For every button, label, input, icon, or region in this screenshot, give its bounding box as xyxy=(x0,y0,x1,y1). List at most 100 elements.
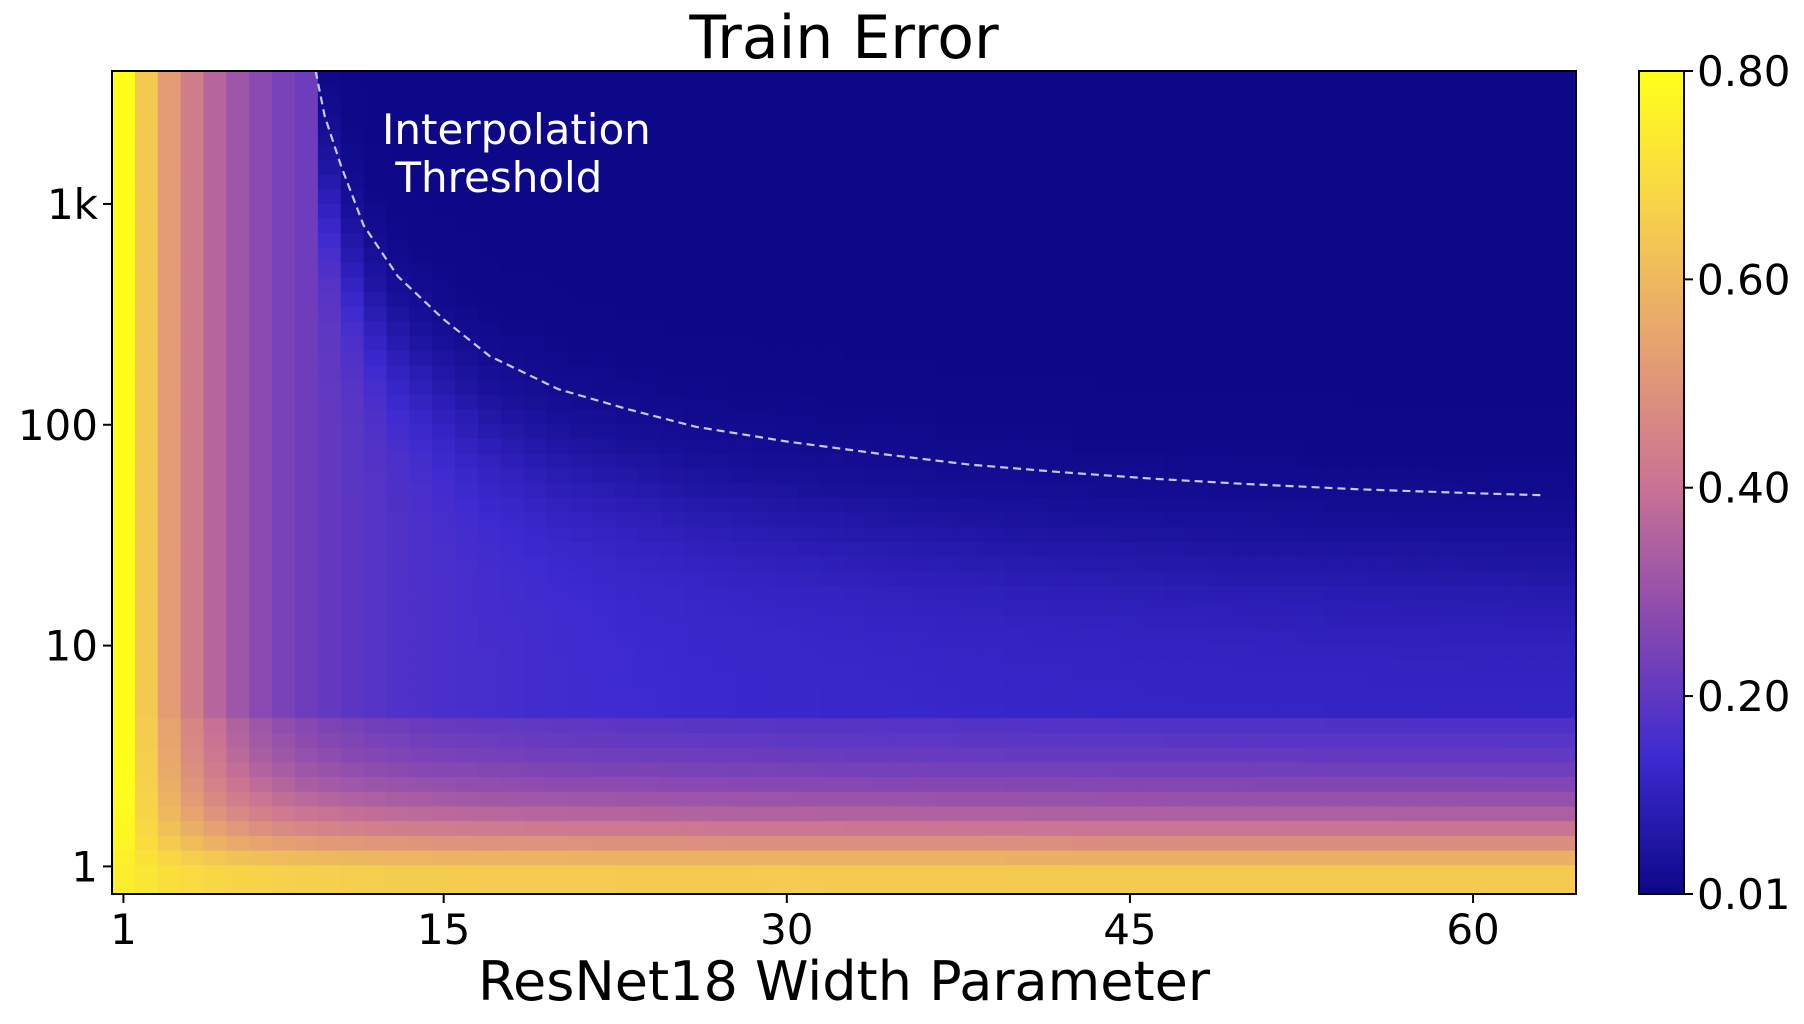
heatmap-cell xyxy=(1187,276,1211,293)
heatmap-cell xyxy=(1072,688,1097,704)
heatmap-cell xyxy=(912,658,937,675)
heatmap-cell xyxy=(1027,688,1051,704)
heatmap-cell xyxy=(455,600,479,616)
heatmap-cell xyxy=(455,820,479,836)
heatmap-cell xyxy=(1301,820,1325,836)
heatmap-cell xyxy=(798,364,822,381)
heatmap-cell xyxy=(1118,849,1142,866)
heatmap-cell xyxy=(1027,144,1051,160)
heatmap-cell xyxy=(363,791,388,807)
heatmap-cell xyxy=(1141,129,1165,146)
heatmap-cell xyxy=(1232,717,1257,733)
heatmap-cell xyxy=(409,820,433,836)
heatmap-cell xyxy=(1164,820,1188,836)
heatmap-cell xyxy=(134,409,159,425)
heatmap-cell xyxy=(683,658,708,675)
heatmap-cell xyxy=(1118,791,1142,807)
heatmap-cell xyxy=(1164,379,1188,395)
heatmap-cell xyxy=(1118,364,1142,381)
heatmap-cell xyxy=(1095,702,1120,719)
heatmap-cell xyxy=(912,85,937,101)
heatmap-cell xyxy=(866,614,891,631)
heatmap-cell xyxy=(455,791,479,807)
heatmap-cell xyxy=(889,526,914,542)
heatmap-cell xyxy=(317,849,342,866)
heatmap-cell xyxy=(1210,849,1234,866)
heatmap-cell xyxy=(546,541,571,557)
heatmap-cell xyxy=(272,673,296,689)
heatmap-cell xyxy=(134,526,159,542)
heatmap-cell xyxy=(706,511,731,528)
heatmap-cell xyxy=(1187,747,1211,763)
heatmap-cell xyxy=(523,644,548,660)
heatmap-cell xyxy=(112,71,136,87)
heatmap-cell xyxy=(569,702,593,719)
heatmap-cell xyxy=(1141,791,1165,807)
heatmap-cell xyxy=(1347,526,1371,542)
heatmap-cell xyxy=(1187,71,1211,87)
heatmap-cell xyxy=(889,173,914,190)
heatmap-cell xyxy=(935,761,959,778)
heatmap-cell xyxy=(1187,159,1211,175)
heatmap-cell xyxy=(1072,805,1097,822)
heatmap-cell xyxy=(1210,791,1234,807)
heatmap-cell xyxy=(958,262,982,278)
heatmap-cell xyxy=(981,688,1005,704)
heatmap-cell xyxy=(661,658,685,675)
heatmap-cell xyxy=(683,85,708,101)
heatmap-cell xyxy=(1141,335,1165,351)
heatmap-cell xyxy=(592,820,616,836)
heatmap-cell xyxy=(752,350,776,366)
heatmap-cell xyxy=(157,276,182,293)
heatmap-cell xyxy=(203,497,227,513)
heatmap-cell xyxy=(1347,849,1371,866)
heatmap-cell xyxy=(1484,262,1508,278)
x-axis-label: ResNet18 Width Parameter xyxy=(478,950,1211,1013)
heatmap-cell xyxy=(203,217,227,234)
y-tick-label: 1 xyxy=(71,842,98,891)
heatmap-cell xyxy=(981,864,1005,880)
heatmap-cell xyxy=(523,776,548,792)
heatmap-cell xyxy=(272,526,296,542)
heatmap-cell xyxy=(1393,717,1417,733)
heatmap-cell xyxy=(638,159,662,175)
heatmap-cell xyxy=(272,658,296,675)
heatmap-cell xyxy=(1095,761,1120,778)
heatmap-cell xyxy=(1438,570,1463,586)
heatmap-cell xyxy=(1301,232,1325,248)
heatmap-cell xyxy=(1118,658,1142,675)
heatmap-cell xyxy=(295,482,319,498)
heatmap-cell xyxy=(1530,644,1554,660)
heatmap-cell xyxy=(889,555,914,572)
heatmap-cell xyxy=(455,291,479,307)
heatmap-cell xyxy=(1095,217,1120,234)
heatmap-cell xyxy=(478,203,502,219)
heatmap-cell xyxy=(1210,732,1234,748)
heatmap-cell xyxy=(317,453,342,469)
heatmap-cell xyxy=(1507,394,1531,410)
heatmap-cell xyxy=(798,159,822,175)
heatmap-cell xyxy=(180,379,205,395)
heatmap-cell xyxy=(1187,555,1211,572)
heatmap-cell xyxy=(295,438,319,454)
heatmap-cell xyxy=(1255,438,1280,454)
heatmap-cell xyxy=(386,335,410,351)
heatmap-cell xyxy=(981,188,1005,204)
heatmap-cell xyxy=(500,350,525,366)
heatmap-cell xyxy=(317,570,342,586)
heatmap-cell xyxy=(958,805,982,822)
heatmap-cell xyxy=(821,497,845,513)
heatmap-cell xyxy=(203,864,227,880)
heatmap-cell xyxy=(1370,188,1394,204)
heatmap-cell xyxy=(1484,776,1508,792)
heatmap-cell xyxy=(1530,100,1554,116)
heatmap-cell xyxy=(478,791,502,807)
heatmap-cell xyxy=(249,600,273,616)
heatmap-cell xyxy=(1461,805,1486,822)
heatmap-cell xyxy=(592,658,616,675)
heatmap-cell xyxy=(134,394,159,410)
heatmap-cell xyxy=(935,394,959,410)
heatmap-cell xyxy=(363,688,388,704)
heatmap-cell xyxy=(112,423,136,440)
heatmap-cell xyxy=(935,217,959,234)
